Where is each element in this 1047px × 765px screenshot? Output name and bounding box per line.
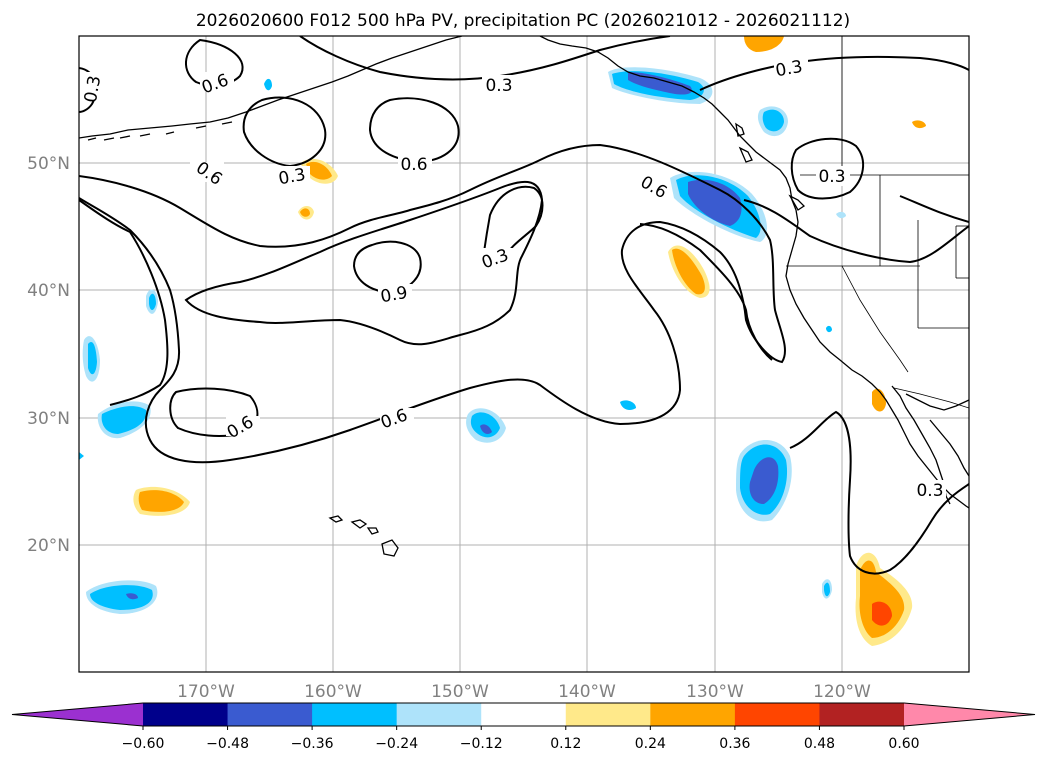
contour-labels: 0.3 0.6 0.3 0.6 0.3 0.6 0.6 0.3 0.9 0.6 …: [81, 57, 946, 501]
colorbar-tick-label: −0.12: [460, 736, 503, 752]
lon-label: 120°W: [813, 682, 871, 702]
colorbar-segment: [650, 703, 736, 726]
precipitation-anomaly-shading: [79, 36, 926, 646]
contour-label: 0.3: [916, 481, 943, 501]
colorbar-tick-label: 0.36: [719, 736, 750, 752]
colorbar-tick-label: 0.60: [888, 736, 919, 752]
colorbar-tick-label: 0.48: [804, 736, 835, 752]
colorbar-segment: [734, 703, 820, 726]
map-plot-area: [79, 36, 969, 672]
lat-label: 20°N: [27, 536, 70, 556]
colorbar-segment: [312, 703, 398, 726]
colorbar-segment: [565, 703, 651, 726]
contour-label: 0.9: [379, 283, 409, 307]
colorbar-tick-label: −0.24: [375, 736, 418, 752]
colorbar-tick-label: 0.24: [635, 736, 666, 752]
colorbar-tick-label: −0.60: [122, 736, 165, 752]
latitude-labels: 50°N 40°N 30°N 20°N: [27, 154, 70, 556]
colorbar-tick-label: 0.12: [550, 736, 581, 752]
map-frame: [78, 35, 970, 673]
colorbar-segment: [143, 703, 229, 726]
colorbar-tick-label: −0.36: [291, 736, 334, 752]
contour-label: 0.3: [485, 76, 512, 96]
lon-label: 140°W: [558, 682, 616, 702]
colorbar-tick-label: −0.48: [206, 736, 249, 752]
colorbar-extend-min: [12, 703, 143, 726]
lon-label: 160°W: [304, 682, 362, 702]
lat-label: 50°N: [27, 154, 70, 174]
colorbar-extend-max: [904, 703, 1035, 726]
colorbar-segment: [819, 703, 905, 726]
lon-label: 130°W: [686, 682, 744, 702]
colorbar-segment: [396, 703, 482, 726]
colorbar-segment: [481, 703, 567, 726]
contour-label: 0.3: [277, 165, 307, 189]
colorbar: −0.60 −0.48 −0.36 −0.24 −0.12 0.12 0.24 0.36 0.4…: [11, 702, 1036, 752]
colorbar-segment: [227, 703, 313, 726]
lon-label: 170°W: [177, 682, 235, 702]
contour-label: 0.3: [81, 74, 105, 104]
lon-label: 150°W: [431, 682, 489, 702]
contour-label: 0.3: [818, 167, 845, 187]
longitude-labels: 170°W 160°W 150°W 140°W 130°W 120°W: [177, 682, 871, 702]
lat-label: 30°N: [27, 409, 70, 429]
map-title: 2026020600 F012 500 hPa PV, precipitatio…: [196, 11, 850, 31]
lat-label: 40°N: [27, 281, 70, 301]
contour-label: 0.6: [400, 155, 427, 175]
contour-label: 0.3: [774, 57, 804, 81]
